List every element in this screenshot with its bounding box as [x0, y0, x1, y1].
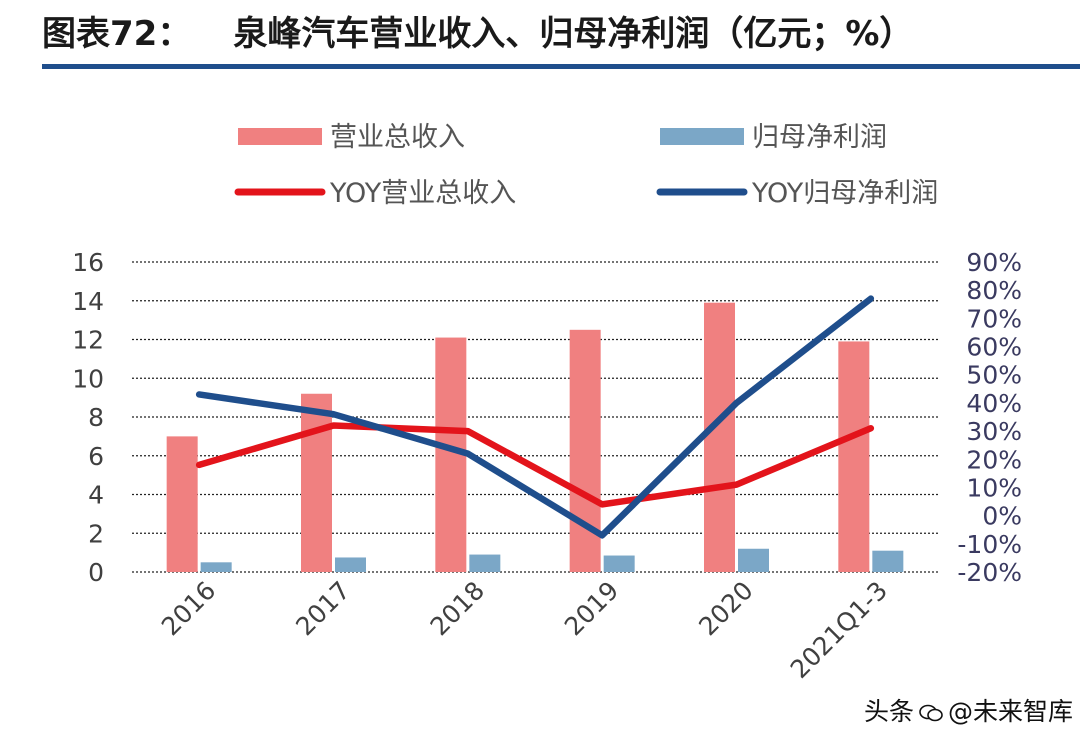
revenue-bar — [704, 302, 735, 572]
watermark: 头条 @未来智库 — [864, 690, 1074, 734]
legend: 营业总收入 归母净利润 YOY营业总收入 YOY归母净利润 — [234, 122, 938, 209]
gridlines — [132, 261, 938, 573]
y-right-tick-label: -10% — [957, 530, 1022, 559]
revenue-bar — [166, 436, 198, 572]
legend-label: 归母净利润 — [752, 122, 887, 153]
watermark-right-text: @未来智库 — [948, 697, 1074, 726]
x-tick-label: 2020 — [693, 576, 758, 641]
x-tick-label: 2017 — [290, 576, 355, 641]
legend-label: YOY营业总收入 — [329, 178, 516, 209]
y-right-tick-label: 10% — [966, 473, 1022, 502]
y-left-tick-label: 10 — [72, 364, 104, 393]
y-axis-right: -20%-10%0%10%20%30%40%50%60%70%80%90% — [957, 248, 1022, 587]
x-axis: 2016 2017 2018 2019 2020 2021Q1-3 — [156, 576, 893, 684]
x-tick-label: 2021Q1-3 — [785, 576, 893, 684]
wechat-icon — [919, 704, 943, 722]
legend-swatch — [238, 128, 322, 145]
x-tick-label: 2019 — [559, 576, 624, 641]
revenue-bar — [569, 329, 601, 572]
y-axis-left: 0 2 4 6 8 10 12 14 16 — [72, 248, 104, 587]
y-left-tick-label: 16 — [72, 248, 104, 277]
y-right-tick-label: 0% — [982, 502, 1022, 531]
revenue-bars — [166, 302, 870, 572]
y-right-tick-label: 40% — [966, 389, 1022, 418]
y-right-tick-label: 30% — [966, 417, 1022, 446]
legend-label: 营业总收入 — [330, 122, 465, 153]
y-left-tick-label: 4 — [88, 481, 104, 510]
y-right-tick-label: 60% — [966, 333, 1022, 362]
profit-bars — [200, 548, 904, 572]
chart-title: 图表72： 泉峰汽车营业收入、归母净利润（亿元；%） — [42, 8, 1042, 60]
profit-bar — [469, 554, 501, 572]
profit-bar — [738, 548, 769, 572]
figure-title: 泉峰汽车营业收入、归母净利润（亿元；%） — [233, 14, 914, 54]
y-right-tick-label: 50% — [966, 361, 1022, 390]
legend-item-profit: 归母净利润 — [660, 122, 887, 153]
y-left-tick-label: 2 — [88, 519, 104, 548]
y-left-tick-label: 8 — [88, 403, 104, 432]
x-tick-label: 2016 — [156, 576, 221, 641]
profit-bar — [200, 562, 232, 572]
yoy-profit-line — [195, 295, 875, 539]
watermark-left-text: 头条 — [864, 697, 915, 726]
figure-label: 图表72： — [42, 14, 192, 54]
y-left-tick-label: 6 — [88, 442, 104, 471]
y-left-tick-label: 0 — [88, 558, 104, 587]
yoy-revenue-line — [195, 422, 875, 508]
legend-swatch — [660, 128, 744, 145]
y-right-tick-label: 80% — [966, 276, 1022, 305]
legend-label: YOY归母净利润 — [751, 178, 938, 209]
legend-item-revenue: 营业总收入 — [238, 122, 465, 153]
revenue-bar — [301, 393, 332, 572]
profit-bar — [335, 557, 366, 572]
legend-item-yoy-revenue: YOY营业总收入 — [234, 178, 516, 209]
y-right-tick-label: 90% — [966, 248, 1022, 277]
y-right-tick-label: 70% — [966, 304, 1022, 333]
x-tick-label: 2018 — [425, 576, 490, 641]
legend-item-yoy-profit: YOY归母净利润 — [656, 178, 938, 209]
revenue-bar — [838, 341, 870, 572]
title-rule — [42, 64, 1080, 69]
profit-bar — [603, 555, 635, 572]
profit-bar — [872, 550, 904, 572]
y-right-tick-label: 20% — [966, 445, 1022, 474]
y-right-tick-label: -20% — [957, 558, 1022, 587]
y-left-tick-label: 14 — [72, 287, 104, 316]
y-left-tick-label: 12 — [72, 326, 104, 355]
